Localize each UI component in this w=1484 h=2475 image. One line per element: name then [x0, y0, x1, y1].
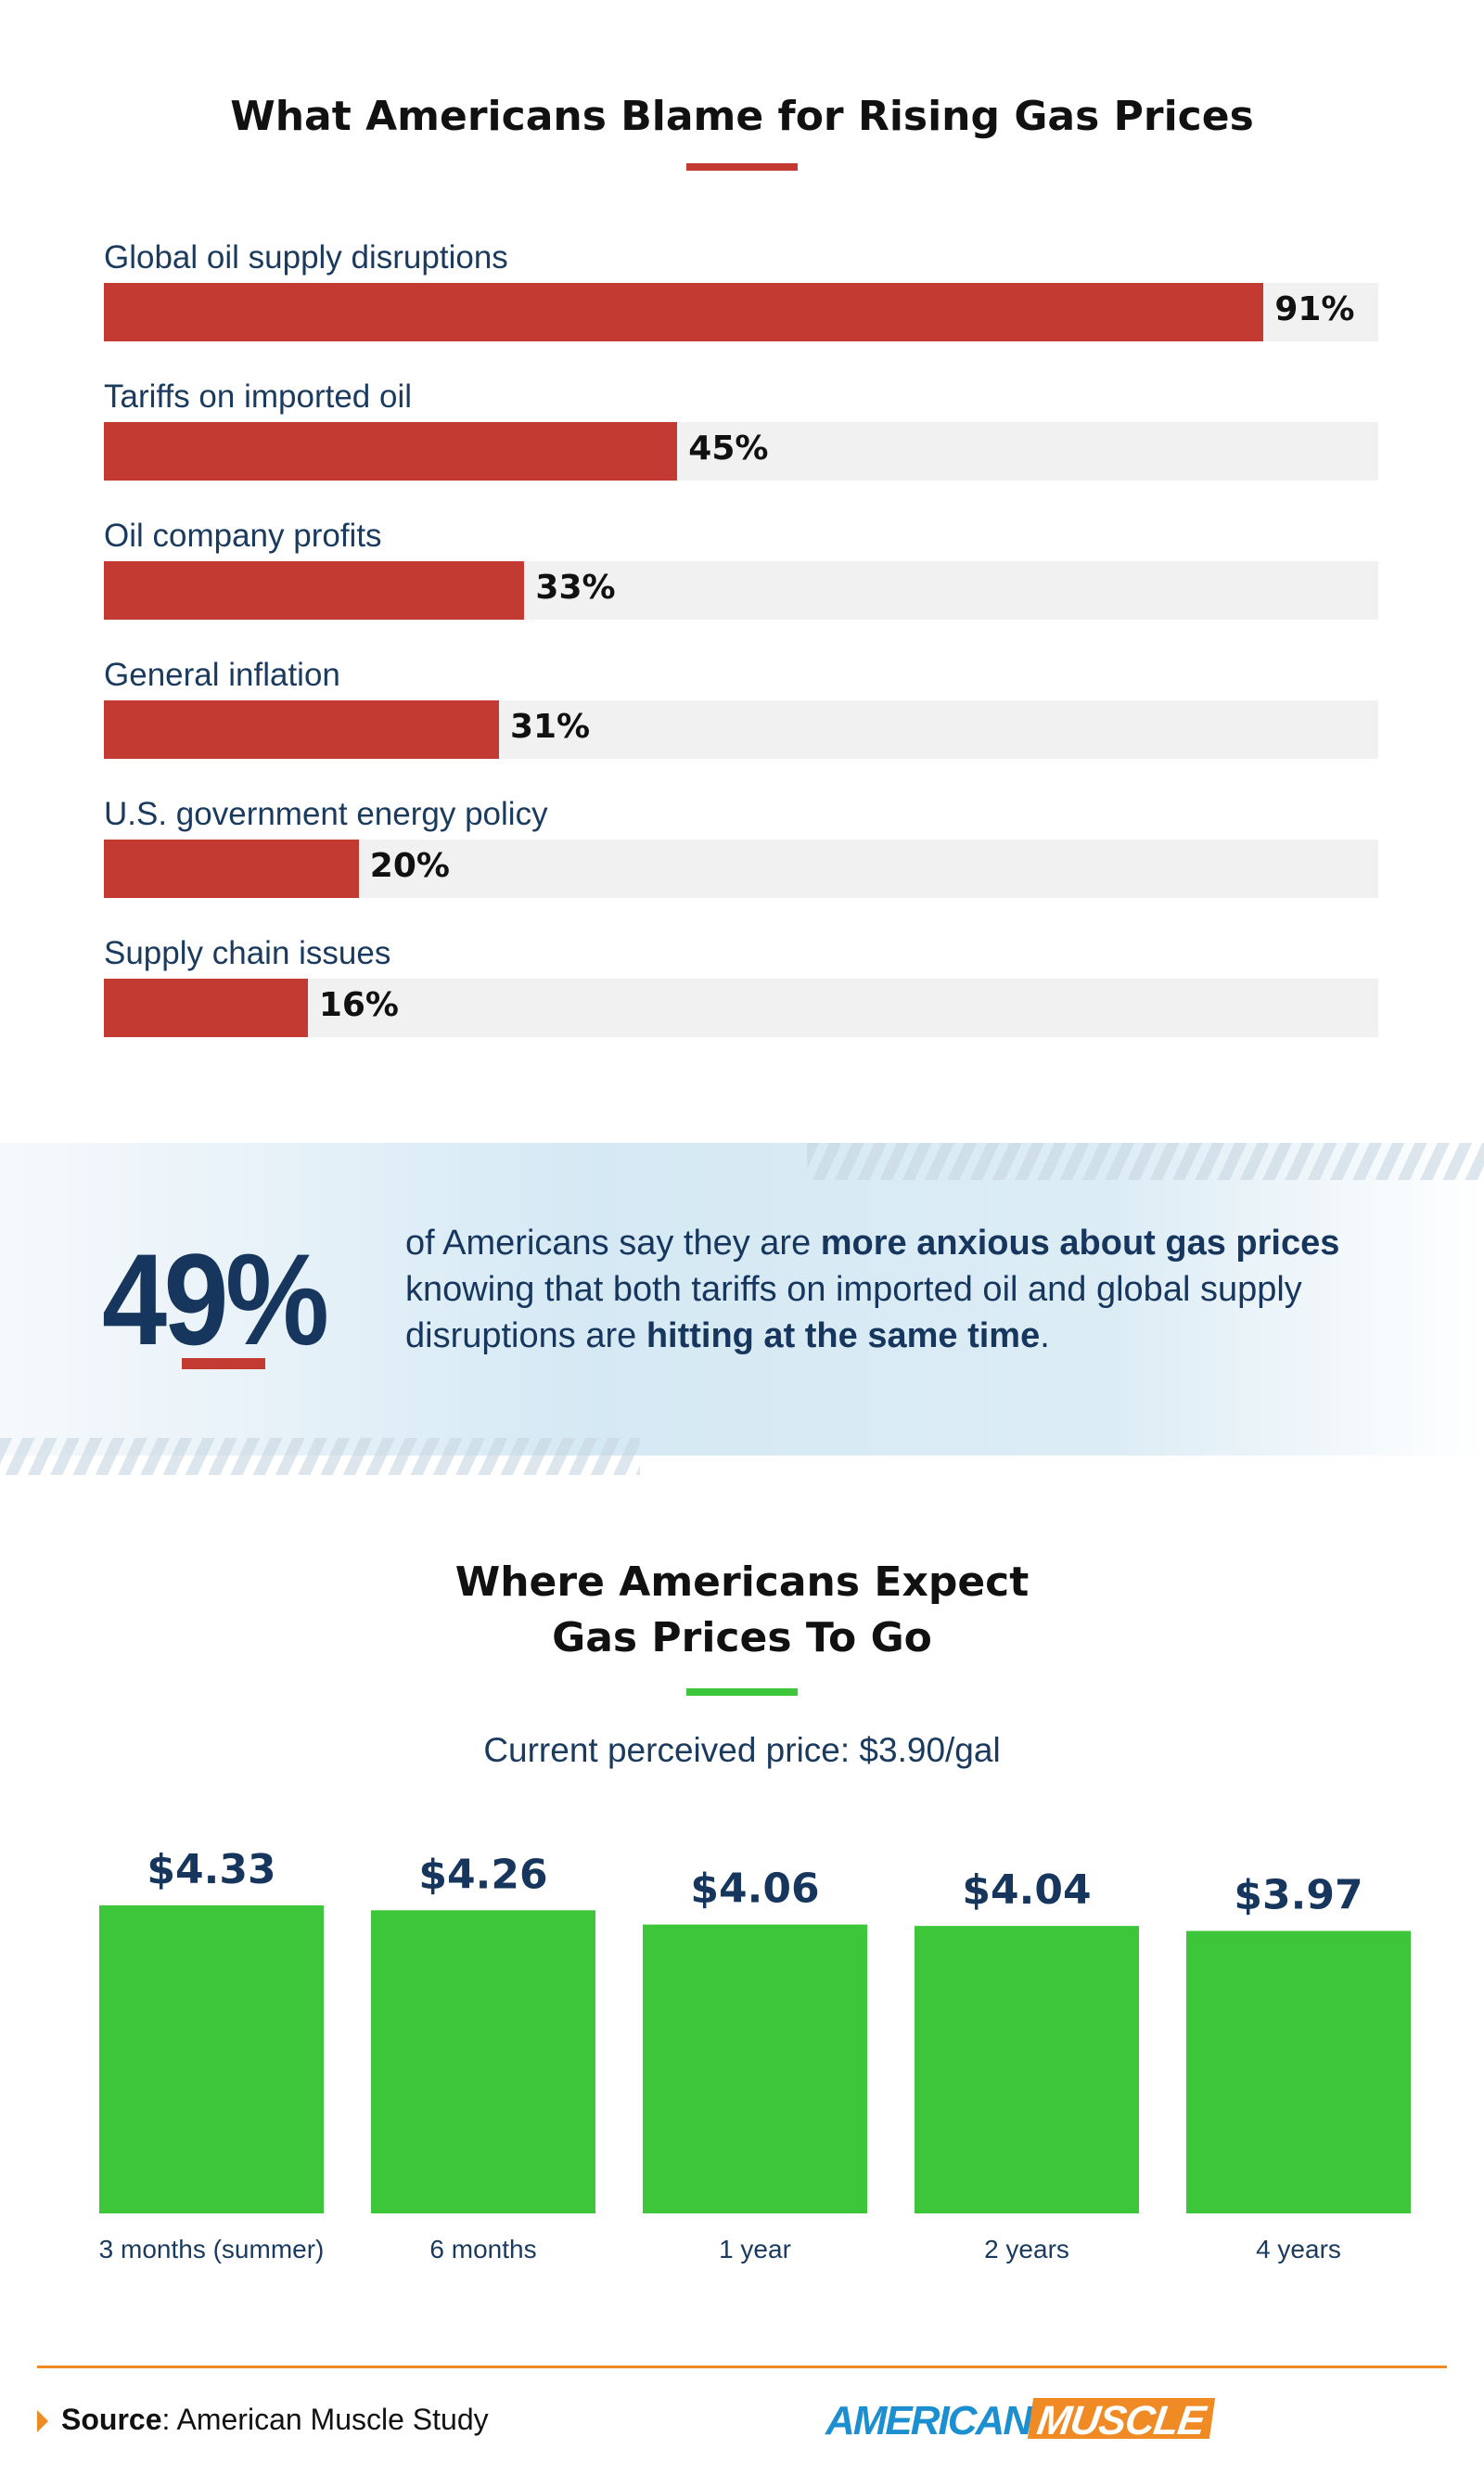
chart2-title: Where Americans Expect Gas Prices To Go [454, 1558, 1030, 1661]
bar-track: 45% [104, 422, 1378, 481]
bar-label: U.S. government energy policy [104, 796, 548, 832]
bar [643, 1924, 867, 2213]
source-note: Source: American Muscle Study [61, 2403, 489, 2436]
bar-value-label: 31% [509, 708, 591, 746]
stat-text: of Americans say they are more anxious a… [405, 1224, 1340, 1355]
triangle-icon [37, 2410, 48, 2432]
bar [915, 1926, 1139, 2213]
category-label: 1 year [719, 2235, 791, 2263]
bar-label: General inflation [104, 657, 340, 693]
bar-track: 16% [104, 979, 1378, 1037]
bar [104, 840, 359, 898]
american-muscle-logo[interactable]: AMERICAN MUSCLE [825, 2398, 1215, 2443]
chart2: $4.33 3 months (summer) $4.26 6 months $4.06… [0, 1809, 1484, 2273]
bar [104, 700, 499, 759]
bar [104, 561, 525, 620]
bar-track: 91% [104, 283, 1378, 341]
title-underline [686, 163, 798, 171]
title-underline [686, 1688, 798, 1696]
bar-value-label: $3.97 [1234, 1872, 1362, 1919]
bar-value-label: 33% [535, 569, 616, 607]
bar-value-label: 16% [318, 986, 399, 1024]
bar [1186, 1930, 1411, 2213]
bar [104, 283, 1264, 341]
bar-value-label: 45% [688, 430, 769, 468]
bar-label: Global oil supply disruptions [104, 239, 508, 276]
chevron-decoration [0, 1438, 640, 1475]
footer-divider [37, 2366, 1447, 2368]
category-label: 4 years [1256, 2235, 1341, 2263]
bar [371, 1910, 595, 2213]
category-label: 2 years [984, 2235, 1069, 2263]
category-label: 6 months [429, 2235, 536, 2263]
chart1-title: What Americans Blame for Rising Gas Pric… [230, 93, 1254, 140]
bar-track: 20% [104, 840, 1378, 898]
bar-label: Tariffs on imported oil [104, 378, 413, 415]
bar-label: Supply chain issues [104, 935, 391, 971]
bar-value-label: $4.06 [690, 1866, 819, 1913]
bar-value-label: $4.33 [147, 1846, 275, 1893]
chart2-subtitle: Current perceived price: $3.90/gal [483, 1731, 1001, 1769]
bar-value-label: 20% [369, 847, 450, 885]
callout-panel [0, 1143, 1484, 1475]
bar [104, 422, 678, 481]
bar-value-label: $4.26 [418, 1851, 547, 1898]
bar-track: 33% [104, 561, 1378, 620]
bar [104, 979, 308, 1037]
category-label: 3 months (summer) [99, 2235, 325, 2263]
bar-track: 31% [104, 700, 1378, 759]
price-bar-chart: $4.33 3 months (summer) $4.26 6 months $4.06… [99, 1846, 1411, 2263]
chevron-decoration [807, 1143, 1484, 1180]
big-stat: 49% [102, 1226, 329, 1372]
bar-value-label: $4.04 [962, 1866, 1091, 1914]
bar [99, 1904, 324, 2213]
bar-label: Oil company profits [104, 518, 382, 554]
bar-value-label: 91% [1274, 290, 1355, 328]
stat-underline [182, 1358, 265, 1369]
